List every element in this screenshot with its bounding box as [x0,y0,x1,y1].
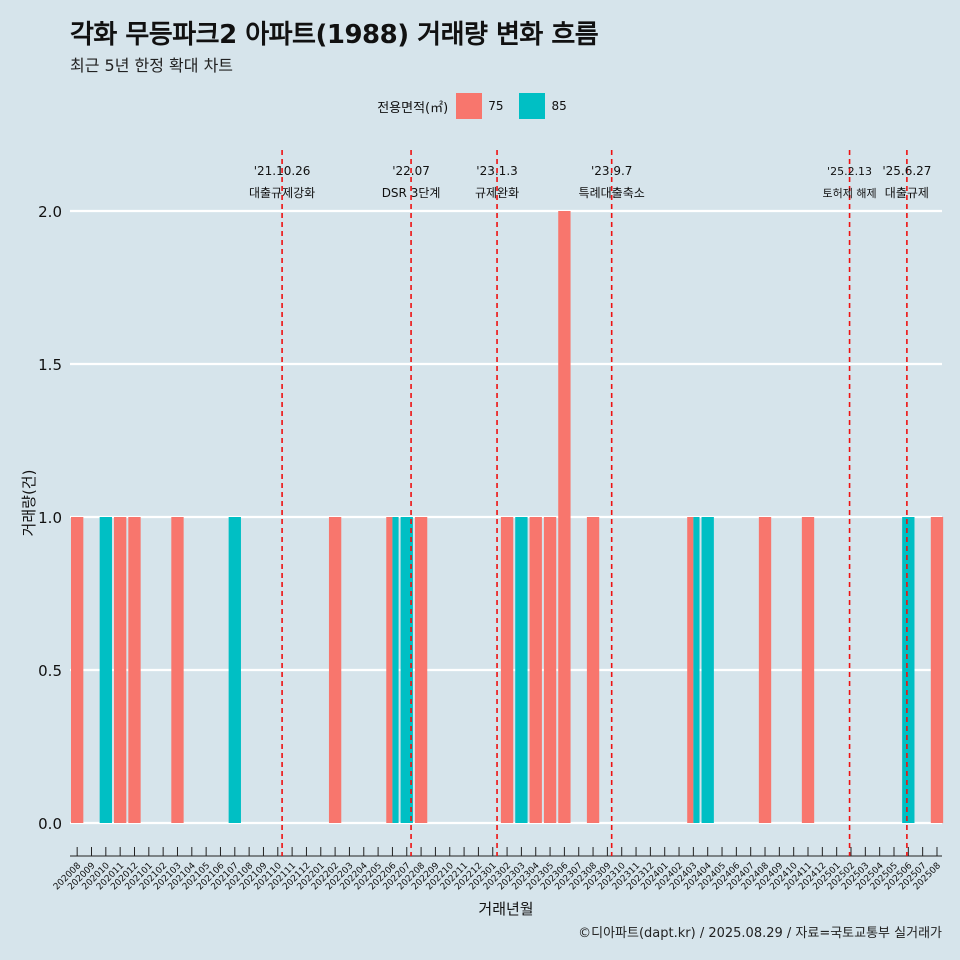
event-date-label: '21.10.26 [254,164,311,178]
event-name-label: 대출규제강화 [249,186,315,200]
chart-subtitle: 최근 5년 한정 확대 차트 [70,56,234,75]
bar-85 [392,517,399,823]
legend: 전용면적(㎡) 75 85 [0,93,960,119]
bar-75 [758,517,772,823]
bar-75 [328,517,342,823]
y-tick-label: 2.0 [38,203,62,221]
event-name-label: 특례대출축소 [579,186,645,200]
legend-key-75 [456,93,483,119]
bar-75 [586,517,600,823]
bar-75 [500,517,514,823]
bar-75 [801,517,815,823]
legend-label-75: 75 [488,99,504,113]
x-axis-title: 거래년월 [478,900,533,918]
bar-75 [128,517,141,823]
bar-85 [99,517,112,823]
bar-85 [400,517,413,823]
event-date-label: '25.6.27 [882,164,931,178]
bar-75 [113,517,127,823]
event-date-label: '25.2.13 [827,165,872,178]
y-tick-label: 1.0 [38,509,62,527]
bar-85 [693,517,700,823]
y-tick-label: 0.0 [38,815,62,833]
bar-75 [171,517,184,823]
chart-title: 각화 무등파크2 아파트(1988) 거래량 변화 흐름 [70,20,599,50]
event-date-label: '23.1.3 [476,164,517,178]
source-caption: ©디아파트(dapt.kr) / 2025.08.29 / 자료=국토교통부 실… [578,926,942,941]
bar-85 [228,517,241,823]
event-name-label: 규제완화 [475,186,519,200]
bar-75 [930,517,944,823]
bar-75 [543,517,557,823]
bar-75 [386,517,393,823]
event-name-label: DSR 3단계 [382,186,441,200]
event-date-label: '22.07 [392,164,430,178]
bar-75 [529,517,542,823]
bar-75 [558,211,571,823]
bar-75 [71,517,84,823]
bar-75 [687,517,694,823]
bar-85 [701,517,714,823]
bar-85 [902,517,915,823]
y-tick-label: 1.5 [38,356,62,374]
bar-85 [515,517,528,823]
event-name-label: 토허제 해제 [823,186,877,200]
bar-75 [414,517,428,823]
event-date-label: '23.9.7 [591,164,632,178]
y-tick-label: 0.5 [38,662,62,680]
event-name-label: 대출규제 [885,186,929,200]
legend-label-85: 85 [551,99,567,113]
legend-title: 전용면적(㎡) [377,100,449,116]
legend-key-85 [519,93,546,119]
y-axis-title: 거래량(건) [20,470,38,537]
